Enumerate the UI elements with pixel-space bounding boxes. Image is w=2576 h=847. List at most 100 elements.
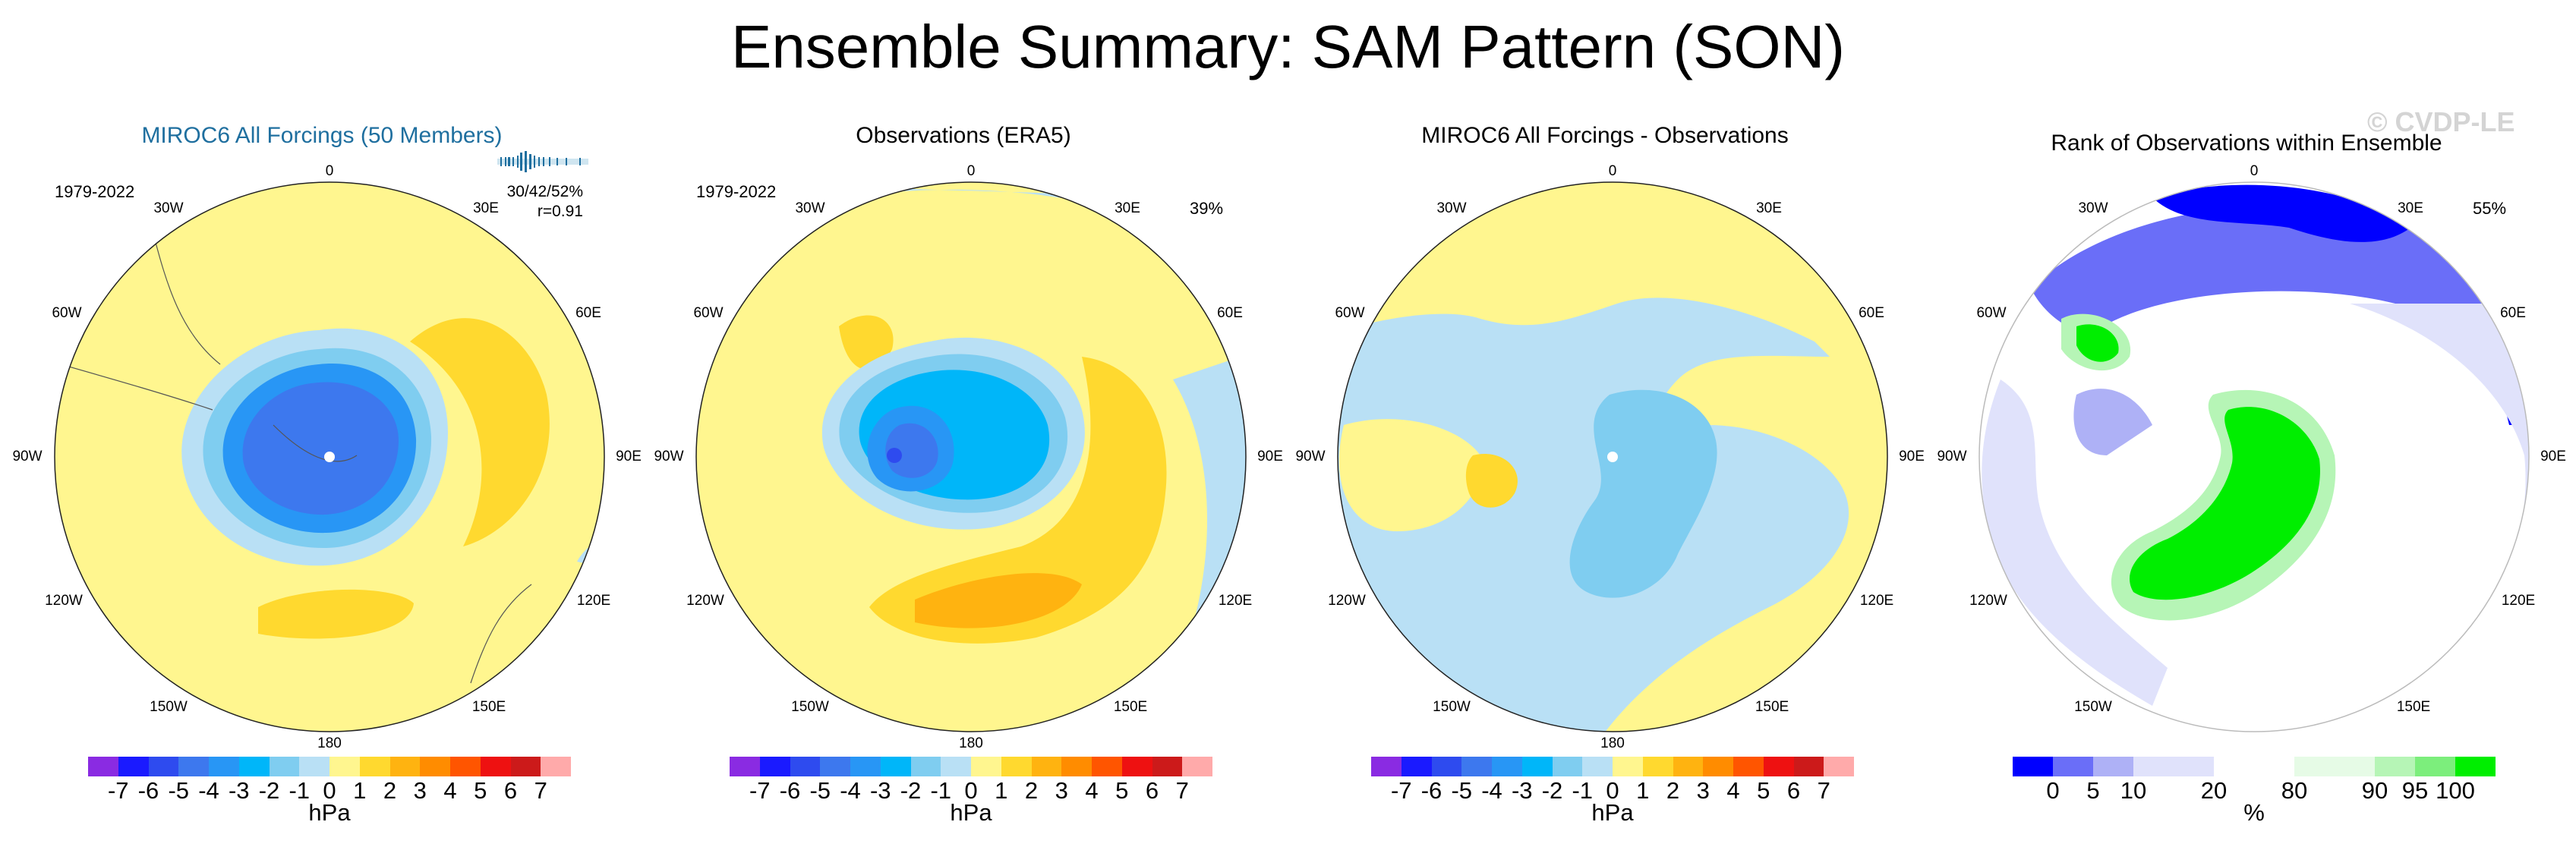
- lon-label-90w: 90W: [1937, 449, 1967, 464]
- colorbar-tick-label: 4: [443, 777, 457, 804]
- lon-label-180: 180: [1600, 735, 1625, 751]
- colorbar-segment: [2174, 757, 2214, 776]
- colorbar-segment: [359, 757, 390, 776]
- colorbar-segment: [2294, 757, 2335, 776]
- panel-observations: Observations (ERA5) 1979-2022 39% 0 30E …: [642, 0, 1285, 847]
- colorbar-unit: hPa: [950, 799, 992, 826]
- stats-percentiles: 30/42/52%: [506, 183, 583, 200]
- lon-label-30e: 30E: [2398, 200, 2423, 216]
- colorbar-segment: [1552, 757, 1583, 776]
- ensemble-stripe-plot: [497, 151, 588, 172]
- colorbar-segment: [730, 757, 760, 776]
- colorbar-segment: [1152, 757, 1183, 776]
- lon-label-120w: 120W: [686, 593, 724, 609]
- lon-label-120e: 120E: [1218, 593, 1253, 609]
- period-label: 1979-2022: [696, 182, 777, 201]
- colorbar-segment: [389, 757, 421, 776]
- watermark: © CVDP-LE: [2367, 106, 2515, 137]
- colorbar-tick-label: 0: [2046, 777, 2060, 804]
- colorbar-tick-label: -6: [1420, 777, 1442, 804]
- colorbar-tick-label: 20: [2200, 777, 2228, 804]
- colorbar-segment: [1001, 757, 1032, 776]
- colorbar-segment: [1673, 757, 1704, 776]
- lon-label-30e: 30E: [473, 200, 499, 216]
- colorbar-segment: [2455, 757, 2496, 776]
- lon-label-90w: 90W: [12, 449, 43, 464]
- colorbar-segment: [2415, 757, 2455, 776]
- colorbar-tick-label: -6: [137, 777, 159, 804]
- colorbar-tick-label: 1: [995, 777, 1008, 804]
- colorbar-segment: [759, 757, 790, 776]
- colorbar-tick-label: 5: [2086, 777, 2100, 804]
- colorbar-tick-label: 5: [1757, 777, 1770, 804]
- colorbar-tick-label: -4: [1481, 777, 1502, 804]
- lon-label-60w: 60W: [1976, 305, 2007, 321]
- colorbar-tick-label: -7: [1390, 777, 1412, 804]
- colorbar-unit: hPa: [308, 799, 351, 826]
- colorbar-segment: [1642, 757, 1673, 776]
- colorbar-tick-label: -3: [228, 777, 250, 804]
- colorbar-segment: [1182, 757, 1212, 776]
- lon-label-150w: 150W: [791, 699, 829, 715]
- lon-label-120w: 120W: [1328, 593, 1366, 609]
- lon-label-0: 0: [325, 163, 334, 179]
- colorbar-segment: [148, 757, 179, 776]
- colorbar-segment: [238, 757, 270, 776]
- lon-label-90e: 90E: [1257, 449, 1283, 464]
- colorbar: [730, 757, 1212, 776]
- colorbar-tick-label: -4: [198, 777, 219, 804]
- panel-title: Rank of Observations within Ensemble: [2051, 131, 2442, 156]
- colorbar-tick-label: 10: [2120, 777, 2147, 804]
- lon-label-120w: 120W: [45, 593, 83, 609]
- colorbar-tick-label: -4: [840, 777, 861, 804]
- figure-title: Ensemble Summary: SAM Pattern (SON): [730, 13, 1846, 80]
- panel-model-ensemble: MIROC6 All Forcings (50 Members) 1979-20…: [0, 0, 644, 847]
- lon-label-90w: 90W: [1295, 449, 1326, 464]
- colorbar-tick-label: 2: [1666, 777, 1680, 804]
- colorbar-tick-label: 0: [323, 777, 336, 804]
- colorbar-segment: [299, 757, 329, 776]
- colorbar-tick-label: -6: [779, 777, 801, 804]
- colorbar-segment: [910, 757, 941, 776]
- colorbar: [1371, 757, 1854, 776]
- colorbar-segment: [2375, 757, 2415, 776]
- colorbar-segment: [209, 757, 239, 776]
- colorbar-segment: [178, 757, 209, 776]
- colorbar: [88, 757, 571, 776]
- colorbar-segment: [2053, 757, 2093, 776]
- colorbar-tick-label: 7: [1817, 777, 1830, 804]
- polar-map: [54, 181, 605, 732]
- colorbar-ticks: -7 -6 -5 -4 -3 -2 -1 0 1 2 3 4 5 6 7: [88, 777, 571, 808]
- colorbar-segment: [1521, 757, 1553, 776]
- colorbar-tick-label: 4: [1726, 777, 1740, 804]
- panel-title: MIROC6 All Forcings - Observations: [1421, 123, 1789, 148]
- lon-label-120e: 120E: [1859, 593, 1894, 609]
- colorbar-segment: [1703, 757, 1733, 776]
- colorbar-segment: [1824, 757, 1854, 776]
- lon-label-30w: 30W: [2078, 200, 2108, 216]
- polar-map: [695, 181, 1247, 732]
- colorbar-tick-label: 1: [1636, 777, 1650, 804]
- polar-map: [1337, 181, 1888, 732]
- colorbar-tick-label: -2: [258, 777, 280, 804]
- lon-label-30e: 30E: [1756, 200, 1782, 216]
- colorbar-tick-label: 100: [2436, 777, 2475, 804]
- lon-label-30w: 30W: [795, 200, 825, 216]
- lon-label-180: 180: [959, 735, 983, 751]
- colorbar-segment: [269, 757, 300, 776]
- colorbar-segment: [1613, 757, 1643, 776]
- colorbar-ticks: -7 -6 -5 -4 -3 -2 -1 0 1 2 3 4 5 6 7: [1371, 777, 1854, 808]
- colorbar-tick-label: -7: [107, 777, 129, 804]
- lon-label-150e: 150E: [2396, 699, 2431, 715]
- colorbar-tick-label: -2: [900, 777, 922, 804]
- colorbar-tick-label: 0: [964, 777, 978, 804]
- colorbar-segment: [941, 757, 971, 776]
- colorbar-segment: [1121, 757, 1152, 776]
- colorbar-segment: [88, 757, 118, 776]
- pattern-percent: 55%: [2473, 199, 2507, 218]
- colorbar-tick-label: -1: [930, 777, 952, 804]
- lon-label-60e: 60E: [1217, 305, 1243, 321]
- colorbar-segment: [450, 757, 481, 776]
- colorbar-segment: [2335, 757, 2375, 776]
- colorbar: [2013, 757, 2496, 776]
